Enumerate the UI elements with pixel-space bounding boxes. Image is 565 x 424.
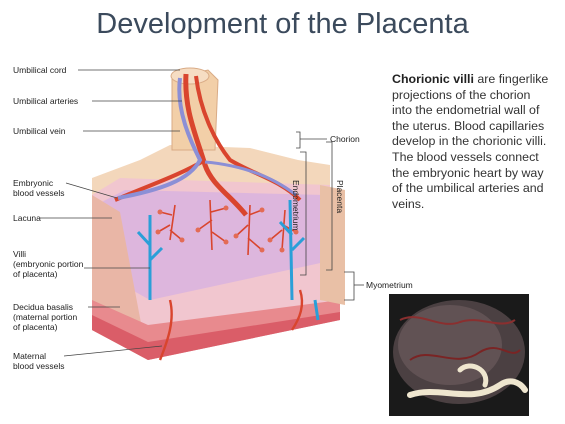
label-decidua-basalis: Decidua basalis (maternal portion of pla… xyxy=(13,302,78,332)
label-umbilical-cord: Umbilical cord xyxy=(13,65,67,75)
umbilical-vein xyxy=(117,77,203,200)
villi-tips xyxy=(155,205,299,253)
decidua-stripes xyxy=(92,312,340,360)
page-title: Development of the Placenta xyxy=(96,8,469,40)
label-embryonic-vessels: Embryonic blood vessels xyxy=(13,178,65,198)
label-placenta: Placenta xyxy=(335,180,345,214)
description-term: Chorionic villi xyxy=(392,72,474,86)
leader-lines xyxy=(40,69,182,357)
embryonic-vein-right xyxy=(204,160,297,197)
label-myometrium: Myometrium xyxy=(366,280,413,290)
lacuna-region xyxy=(96,190,325,300)
myometrium-side xyxy=(320,185,345,305)
maternal-arteries xyxy=(158,289,304,361)
label-lacuna: Lacuna xyxy=(13,213,41,223)
placenta-photo xyxy=(389,294,529,416)
label-villi: Villi (embryonic portion of placenta) xyxy=(13,249,84,279)
umbilical-artery-1 xyxy=(183,73,248,217)
description-body: are fingerlike projections of the chorio… xyxy=(392,72,549,211)
label-chorion: Chorion xyxy=(330,134,360,144)
label-maternal-vessels: Maternal blood vessels xyxy=(13,351,65,371)
label-endometrium: Endometrium xyxy=(291,180,301,231)
description-text: Chorionic villi are fingerlike projectio… xyxy=(392,72,552,212)
label-umbilical-arteries: Umbilical arteries xyxy=(13,96,79,106)
maternal-veins xyxy=(136,199,320,321)
umbilical-cord-top xyxy=(170,67,210,85)
brackets xyxy=(296,131,364,301)
label-umbilical-vein: Umbilical vein xyxy=(13,126,66,136)
